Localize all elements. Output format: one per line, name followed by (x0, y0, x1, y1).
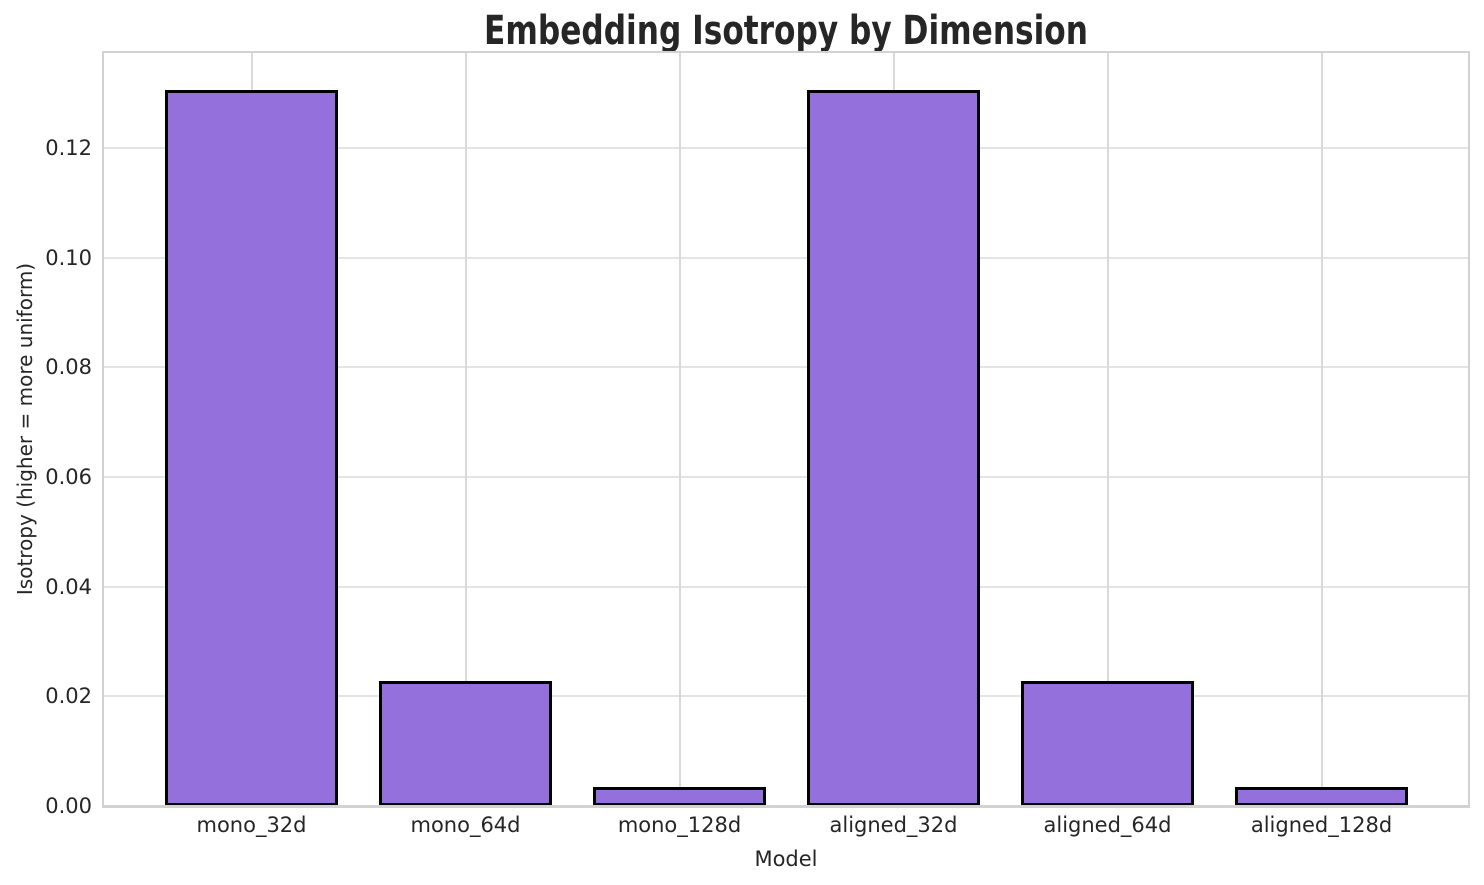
x-tick-label: aligned_128d (1250, 813, 1393, 837)
x-axis-label: Model (754, 847, 818, 871)
bar-mono_64d (379, 680, 552, 806)
chart-title: Embedding Isotropy by Dimension (484, 8, 1088, 54)
y-tick-label: 0.00 (45, 794, 92, 818)
y-tick-label: 0.02 (45, 684, 92, 709)
plot-spine-bottom (102, 804, 1470, 808)
plot-spine-top (102, 51, 1470, 53)
x-tick-label: aligned_64d (1043, 813, 1172, 837)
x-tick-label: mono_128d (617, 813, 742, 837)
plot-spine-right (1468, 52, 1470, 806)
x-tick-label: mono_32d (196, 813, 307, 837)
y-gridline (103, 695, 1469, 698)
plot-area: 0.00 0.02 0.04 0.06 0.08 0.10 0.12 mono_32d mono… (45, 51, 1470, 837)
plot-spine-left (102, 52, 104, 806)
y-tick-label: 0.08 (45, 355, 92, 380)
x-gridline (1106, 52, 1109, 806)
y-gridline (103, 256, 1469, 259)
y-tick-label: 0.04 (45, 574, 92, 599)
y-tick-label: 0.06 (45, 464, 92, 489)
x-gridline (464, 52, 467, 806)
y-axis-label: Isotropy (higher = more uniform) (13, 262, 37, 596)
x-tick-label: aligned_32d (829, 813, 958, 837)
x-gridline (678, 52, 681, 806)
x-tick-label: mono_64d (410, 813, 521, 837)
bar-aligned_128d (1235, 787, 1408, 806)
y-tick-label: 0.10 (45, 245, 92, 270)
bar-mono_32d (165, 90, 338, 806)
bar-aligned_32d (807, 90, 980, 806)
y-tick-label: 0.12 (45, 135, 92, 160)
y-gridline (103, 366, 1469, 369)
x-gridline (1320, 52, 1323, 806)
y-gridline (103, 475, 1469, 478)
bar-mono_128d (593, 787, 766, 806)
y-gridline (103, 585, 1469, 588)
bar-aligned_64d (1021, 680, 1194, 806)
y-gridline (103, 146, 1469, 149)
